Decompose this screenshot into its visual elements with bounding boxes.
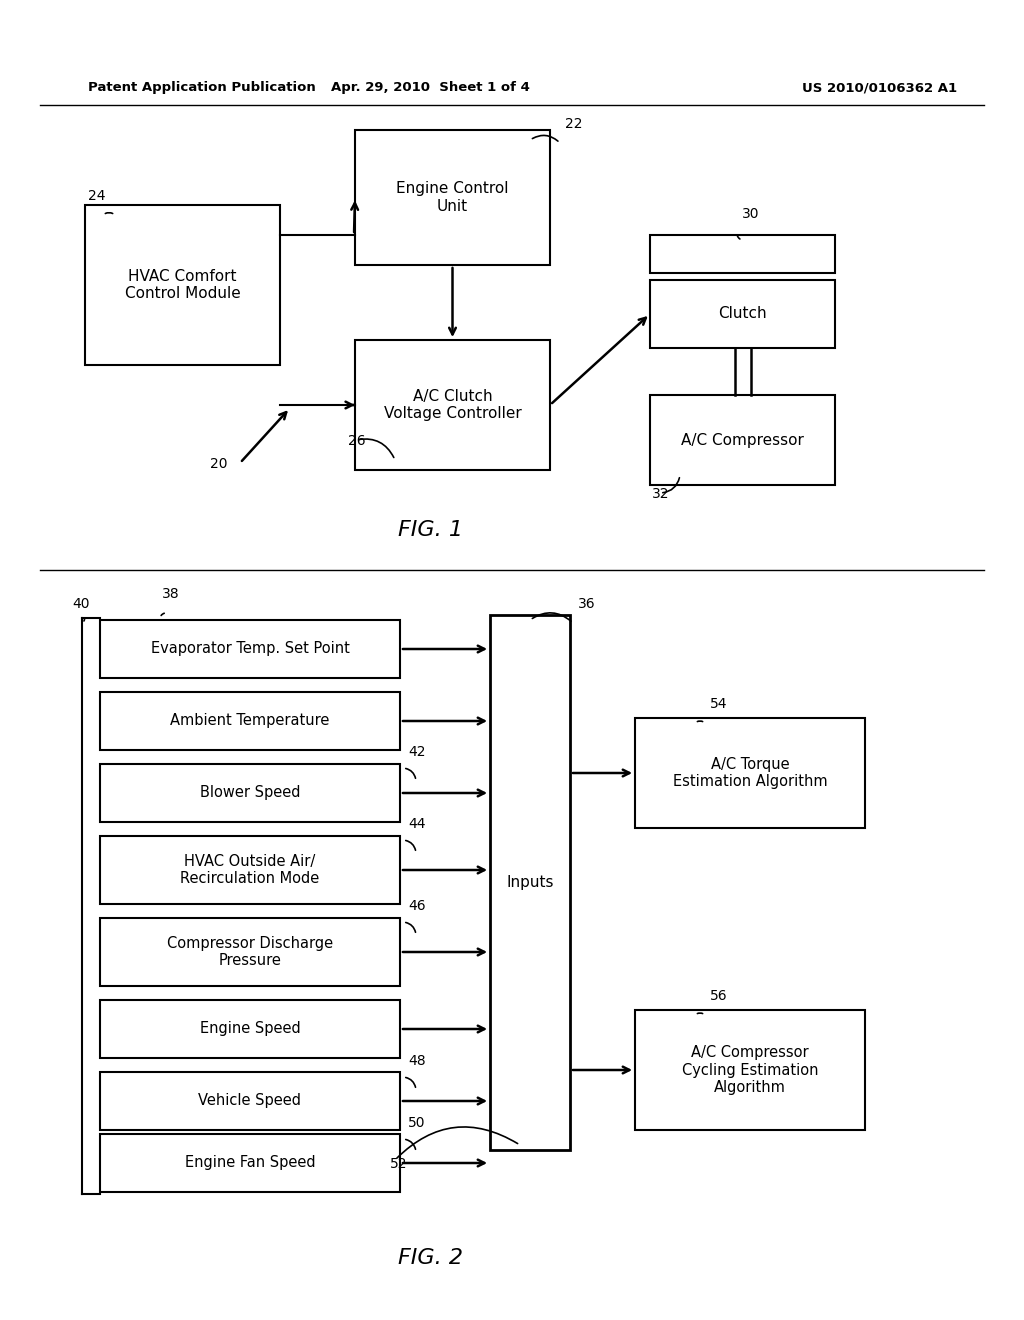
Bar xyxy=(100,1134,400,1192)
Text: HVAC Outside Air/
Recirculation Mode: HVAC Outside Air/ Recirculation Mode xyxy=(180,854,319,886)
Text: 42: 42 xyxy=(408,744,426,759)
Bar xyxy=(100,692,400,750)
Text: Engine Fan Speed: Engine Fan Speed xyxy=(184,1155,315,1171)
Text: Vehicle Speed: Vehicle Speed xyxy=(199,1093,301,1109)
Bar xyxy=(650,395,835,484)
Text: A/C Compressor
Cycling Estimation
Algorithm: A/C Compressor Cycling Estimation Algori… xyxy=(682,1045,818,1094)
Text: 26: 26 xyxy=(348,434,366,447)
Text: 50: 50 xyxy=(408,1115,426,1130)
Text: A/C Torque
Estimation Algorithm: A/C Torque Estimation Algorithm xyxy=(673,756,827,789)
Text: 32: 32 xyxy=(652,487,670,502)
Bar xyxy=(635,718,865,828)
Text: 44: 44 xyxy=(408,817,426,832)
Text: 46: 46 xyxy=(408,899,426,913)
Text: Clutch: Clutch xyxy=(718,306,767,322)
Text: Compressor Discharge
Pressure: Compressor Discharge Pressure xyxy=(167,936,333,968)
Text: 54: 54 xyxy=(710,697,727,711)
Text: Inputs: Inputs xyxy=(506,875,554,890)
Text: Evaporator Temp. Set Point: Evaporator Temp. Set Point xyxy=(151,642,349,656)
Text: 38: 38 xyxy=(162,587,179,601)
Bar xyxy=(100,1001,400,1059)
Text: 22: 22 xyxy=(565,117,583,131)
Text: 24: 24 xyxy=(88,189,105,203)
Text: A/C Clutch
Voltage Controller: A/C Clutch Voltage Controller xyxy=(384,389,521,421)
Text: Ambient Temperature: Ambient Temperature xyxy=(170,714,330,729)
Bar xyxy=(85,205,280,366)
Text: 30: 30 xyxy=(742,207,760,220)
Bar xyxy=(100,1072,400,1130)
Text: Engine Control
Unit: Engine Control Unit xyxy=(396,181,509,214)
Text: HVAC Comfort
Control Module: HVAC Comfort Control Module xyxy=(125,269,241,301)
Text: Engine Speed: Engine Speed xyxy=(200,1022,300,1036)
Text: 48: 48 xyxy=(408,1053,426,1068)
Text: Apr. 29, 2010  Sheet 1 of 4: Apr. 29, 2010 Sheet 1 of 4 xyxy=(331,82,529,95)
Bar xyxy=(650,235,835,273)
Bar xyxy=(355,129,550,265)
Text: 36: 36 xyxy=(578,597,596,611)
Text: US 2010/0106362 A1: US 2010/0106362 A1 xyxy=(803,82,957,95)
Text: 20: 20 xyxy=(210,457,227,471)
Bar xyxy=(100,764,400,822)
Bar xyxy=(100,836,400,904)
Text: FIG. 2: FIG. 2 xyxy=(397,1247,463,1269)
Bar xyxy=(355,341,550,470)
Bar xyxy=(650,280,835,348)
Text: A/C Compressor: A/C Compressor xyxy=(681,433,804,447)
Text: 40: 40 xyxy=(72,597,89,611)
Text: Patent Application Publication: Patent Application Publication xyxy=(88,82,315,95)
Bar xyxy=(490,615,570,1150)
Text: 52: 52 xyxy=(390,1158,408,1171)
Bar xyxy=(100,917,400,986)
Text: Blower Speed: Blower Speed xyxy=(200,785,300,800)
Bar xyxy=(635,1010,865,1130)
Text: 56: 56 xyxy=(710,989,728,1003)
Text: FIG. 1: FIG. 1 xyxy=(397,520,463,540)
Bar xyxy=(100,620,400,678)
